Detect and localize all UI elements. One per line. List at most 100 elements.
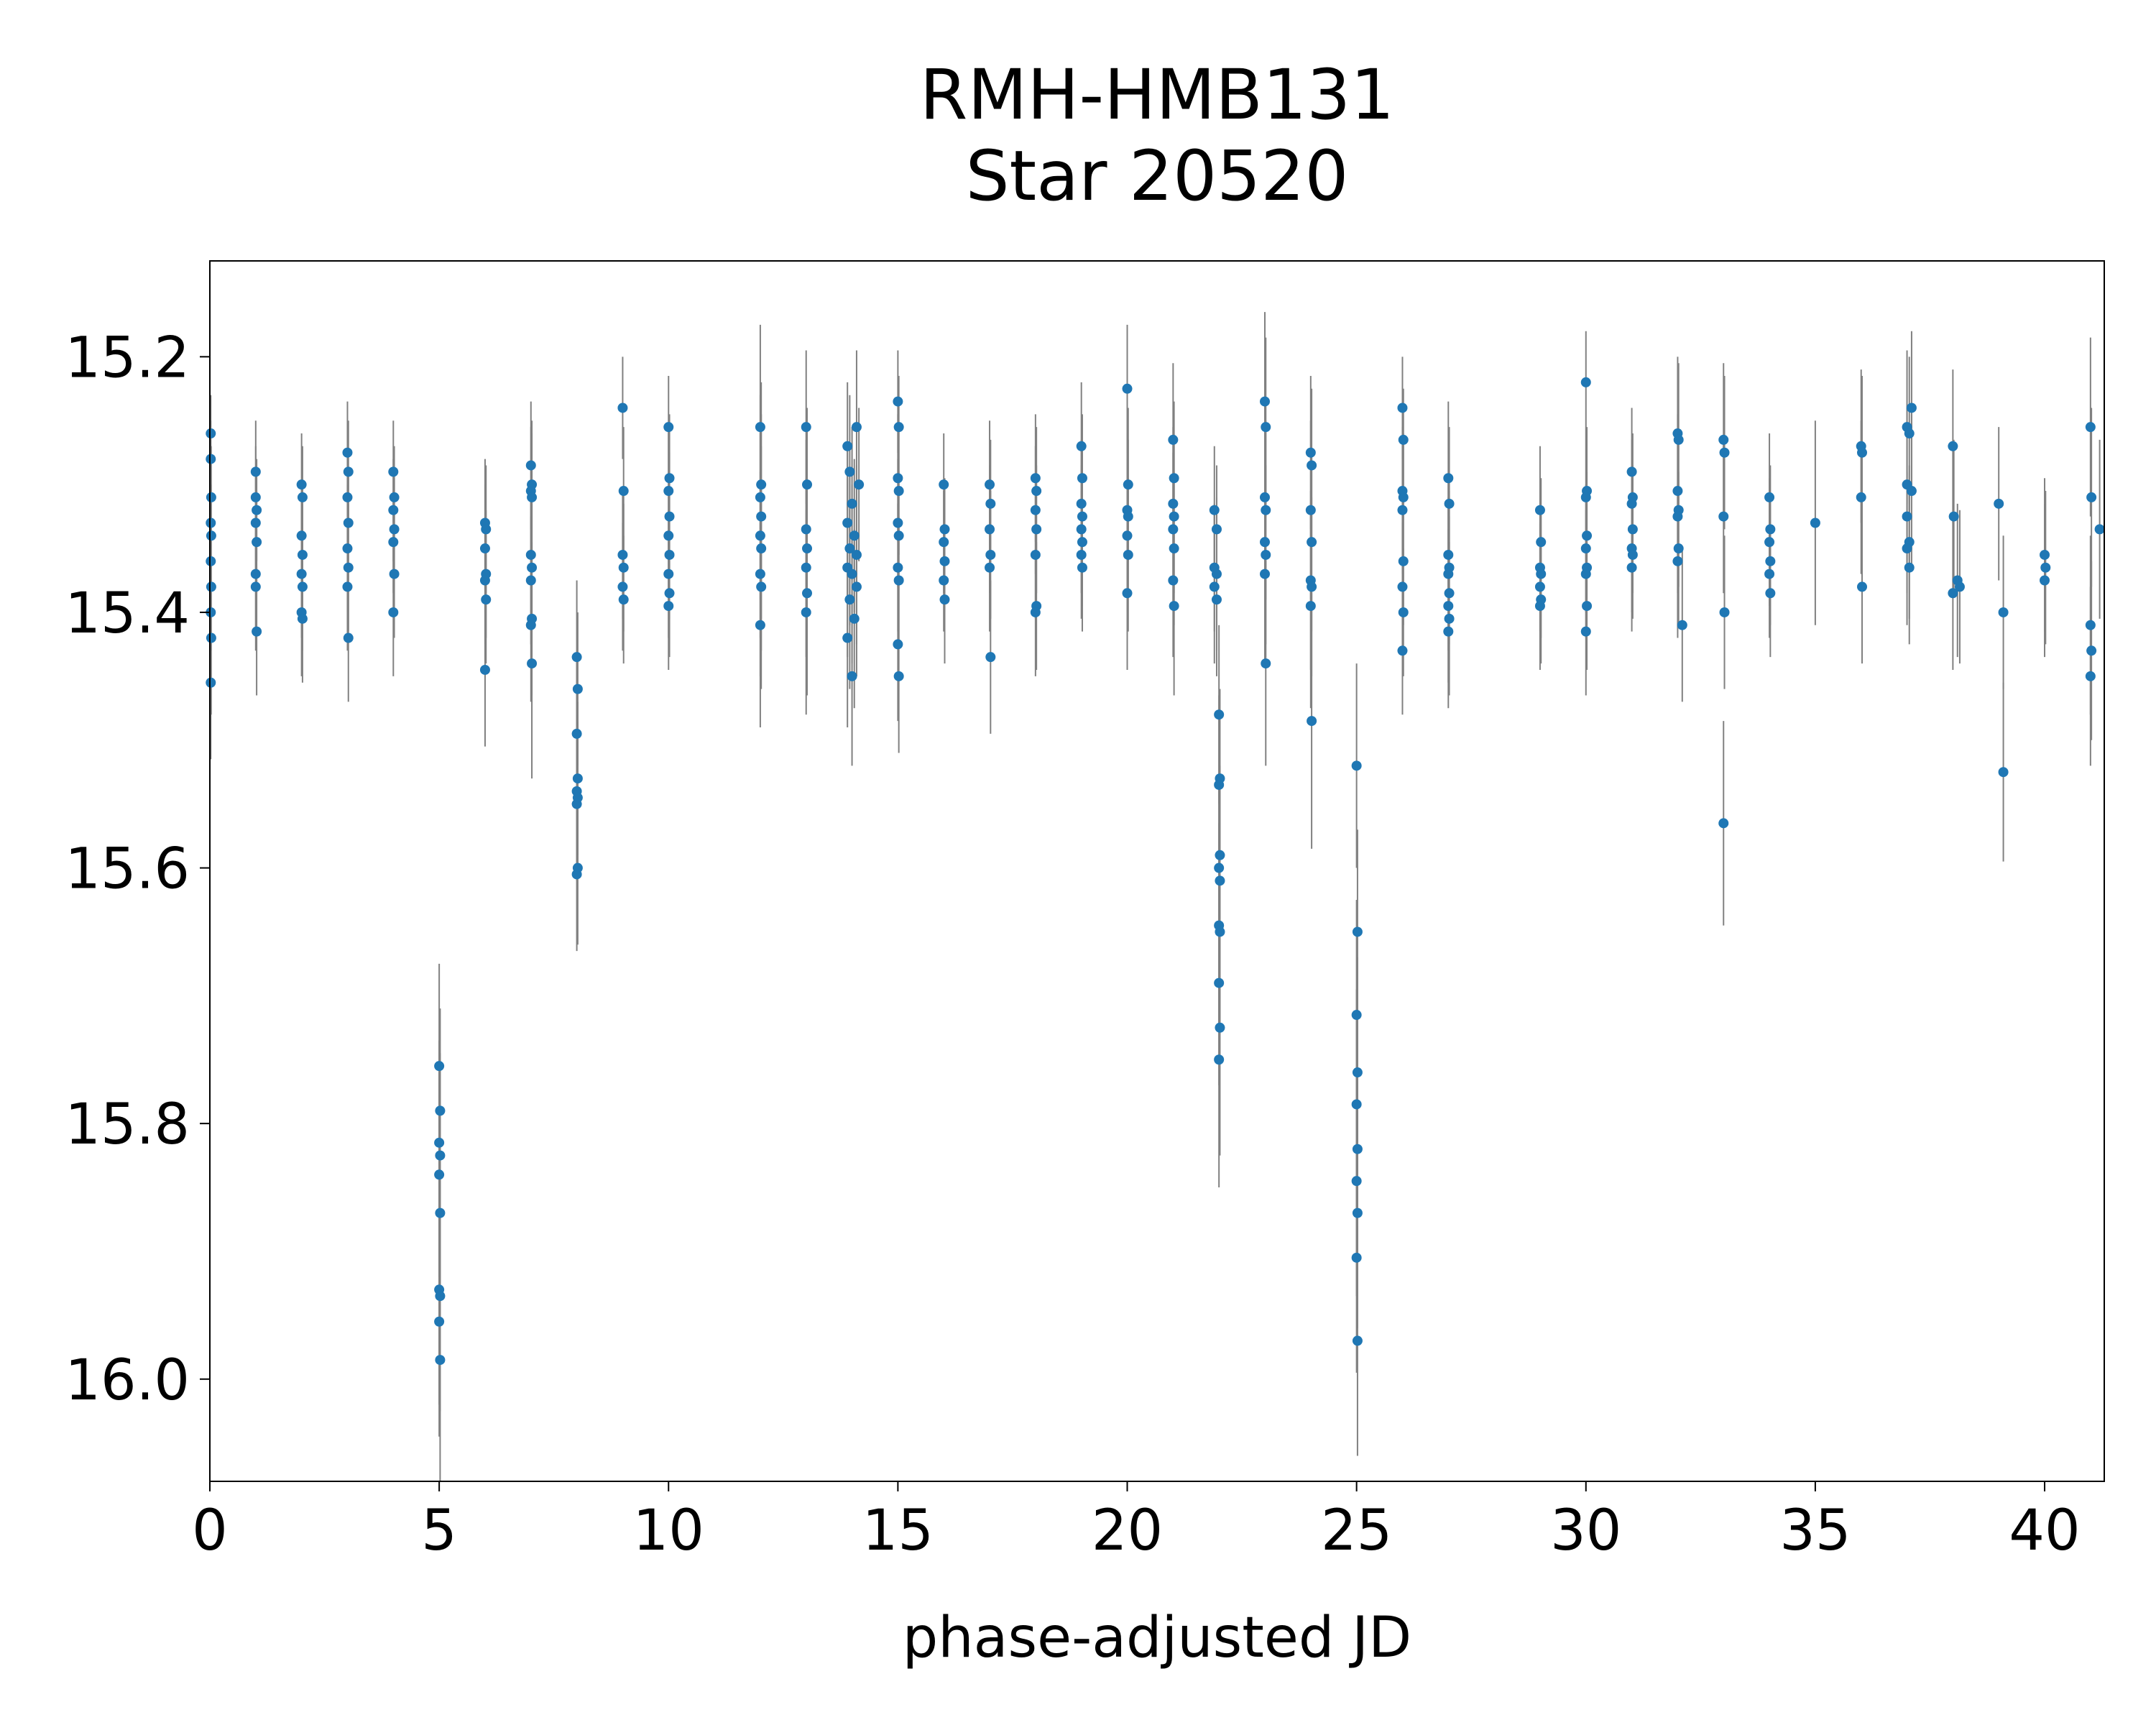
data-point-40 xyxy=(388,607,399,617)
data-point-164 xyxy=(1123,511,1133,522)
data-point-278 xyxy=(1765,588,1776,599)
data-point-83 xyxy=(663,422,674,433)
data-point-55 xyxy=(479,575,490,586)
data-point-306 xyxy=(2085,620,2096,630)
data-point-76 xyxy=(571,869,582,880)
data-point-216 xyxy=(1352,1208,1363,1218)
data-point-298 xyxy=(1994,498,2004,509)
data-point-222 xyxy=(1398,492,1409,502)
data-point-141 xyxy=(985,498,996,509)
data-point-240 xyxy=(1536,569,1547,579)
data-point-156 xyxy=(1077,511,1087,522)
data-point-87 xyxy=(663,530,674,541)
data-point-291 xyxy=(1902,543,1912,554)
data-point-273 xyxy=(1764,492,1775,502)
data-point-4 xyxy=(206,530,216,541)
data-point-0 xyxy=(206,428,216,439)
x-tick-label: 35 xyxy=(1779,1499,1851,1563)
data-point-305 xyxy=(2086,492,2097,502)
data-point-255 xyxy=(1626,498,1637,509)
data-point-237 xyxy=(1534,505,1545,515)
data-point-253 xyxy=(1626,466,1637,477)
data-point-84 xyxy=(664,473,675,484)
data-point-217 xyxy=(1351,1252,1362,1263)
data-point-244 xyxy=(1580,377,1591,387)
data-point-294 xyxy=(1948,511,1959,522)
data-point-121 xyxy=(851,422,862,433)
data-point-276 xyxy=(1765,556,1776,566)
data-point-247 xyxy=(1582,530,1593,541)
data-point-71 xyxy=(572,773,583,784)
data-point-105 xyxy=(801,562,811,573)
data-point-133 xyxy=(893,671,904,681)
data-point-208 xyxy=(1307,716,1317,727)
data-point-203 xyxy=(1305,505,1316,515)
data-point-14 xyxy=(252,537,262,548)
data-point-16 xyxy=(250,581,261,592)
data-point-266 xyxy=(1672,556,1683,566)
data-point-232 xyxy=(1443,569,1454,579)
data-point-107 xyxy=(801,607,811,617)
data-point-177 xyxy=(1211,524,1222,535)
data-point-230 xyxy=(1443,549,1454,560)
data-point-120 xyxy=(842,632,853,643)
data-point-296 xyxy=(1954,581,1965,592)
data-point-135 xyxy=(939,524,950,535)
data-point-307 xyxy=(2086,645,2097,656)
data-point-250 xyxy=(1580,569,1591,579)
data-point-94 xyxy=(755,492,765,502)
data-point-11 xyxy=(250,492,261,502)
data-point-195 xyxy=(1259,492,1270,502)
data-point-229 xyxy=(1444,498,1455,509)
data-point-101 xyxy=(801,422,811,433)
data-point-251 xyxy=(1582,601,1593,612)
data-point-196 xyxy=(1261,505,1271,515)
data-point-140 xyxy=(985,479,995,490)
data-point-37 xyxy=(389,524,400,535)
data-point-167 xyxy=(1122,588,1133,599)
data-point-99 xyxy=(756,581,767,592)
data-point-42 xyxy=(435,1105,446,1116)
data-point-44 xyxy=(435,1150,446,1161)
data-point-82 xyxy=(618,594,629,605)
data-point-162 xyxy=(1123,479,1133,490)
data-point-186 xyxy=(1214,862,1225,873)
data-point-279 xyxy=(1810,518,1820,528)
data-point-192 xyxy=(1214,1054,1225,1065)
data-point-300 xyxy=(1998,767,2009,778)
data-point-176 xyxy=(1209,505,1220,515)
data-point-52 xyxy=(481,524,492,535)
data-point-159 xyxy=(1076,549,1087,560)
data-point-170 xyxy=(1168,498,1179,509)
data-point-238 xyxy=(1536,537,1547,548)
data-point-234 xyxy=(1443,601,1454,612)
data-point-161 xyxy=(1122,383,1133,394)
data-point-262 xyxy=(1672,486,1683,497)
data-point-175 xyxy=(1169,601,1179,612)
data-point-269 xyxy=(1719,447,1730,458)
data-point-88 xyxy=(664,549,675,560)
data-point-246 xyxy=(1580,492,1591,502)
data-point-33 xyxy=(343,632,354,643)
data-point-9 xyxy=(206,677,216,688)
data-point-49 xyxy=(434,1316,445,1327)
data-point-225 xyxy=(1397,581,1408,592)
data-point-66 xyxy=(525,620,536,630)
data-point-8 xyxy=(206,632,216,643)
data-point-259 xyxy=(1626,562,1637,573)
data-point-181 xyxy=(1211,594,1222,605)
data-point-207 xyxy=(1305,601,1316,612)
data-point-191 xyxy=(1215,1022,1225,1033)
data-point-157 xyxy=(1076,524,1087,535)
plot-frame xyxy=(209,260,2105,1482)
data-point-79 xyxy=(617,549,628,560)
x-tick-label: 40 xyxy=(2009,1499,2080,1563)
data-point-190 xyxy=(1214,978,1225,988)
data-point-147 xyxy=(1031,486,1042,497)
data-point-39 xyxy=(389,569,400,579)
data-point-28 xyxy=(342,492,353,502)
data-point-70 xyxy=(571,728,582,739)
data-point-241 xyxy=(1534,581,1545,592)
data-point-6 xyxy=(206,581,216,592)
x-tick-label: 10 xyxy=(633,1499,704,1563)
